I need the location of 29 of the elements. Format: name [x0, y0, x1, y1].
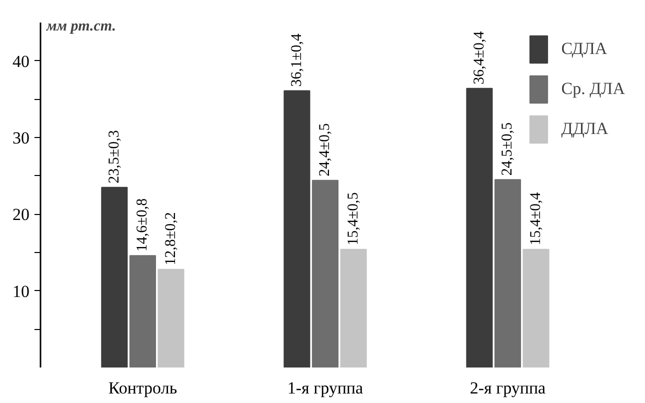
bar: [312, 180, 338, 368]
data-label: 23,5±0,3: [106, 130, 122, 184]
bar: [284, 90, 310, 368]
legend-label: СДЛА: [561, 39, 608, 59]
y-tick-label: 40: [12, 52, 30, 71]
data-label: 14,6±0,8: [134, 198, 151, 252]
data-label: 24,5±0,5: [500, 122, 516, 176]
bar: [158, 268, 184, 368]
data-label: 36,4±0,4: [471, 30, 488, 84]
data-label: 15,4±0,5: [346, 192, 362, 246]
bar: [101, 186, 128, 368]
bar: [522, 248, 550, 368]
x-tick-label: 2-я группа: [470, 378, 546, 398]
legend-label: Ср. ДЛА: [561, 79, 625, 99]
x-tick-label: 1-я группа: [287, 378, 364, 398]
data-label: 36,1±0,4: [288, 33, 305, 87]
y-axis-title: мм рт.ст.: [46, 18, 116, 34]
bar: [466, 88, 493, 368]
legend-label: ДДЛА: [561, 119, 608, 139]
bar: [494, 179, 522, 368]
bar: [340, 248, 367, 368]
x-tick-label: Контроль: [108, 378, 178, 398]
bar: [129, 255, 156, 368]
data-label: 12,8±0,2: [163, 212, 179, 266]
data-label: 24,4±0,5: [317, 123, 334, 176]
y-tick-label: 20: [12, 205, 30, 224]
data-label: 15,4±0,4: [528, 192, 544, 246]
y-tick-label: 30: [12, 128, 30, 148]
y-tick-label: 10: [12, 282, 30, 301]
